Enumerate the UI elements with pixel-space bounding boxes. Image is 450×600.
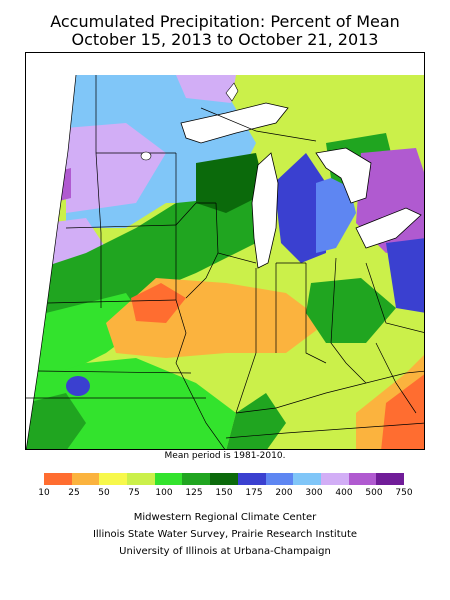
legend-tick-label: 300 (305, 488, 323, 498)
legend-swatch (376, 473, 404, 485)
legend-tick-labels: 10 25 50 75 100 125 150 175 200 300 400 500 750 (38, 488, 412, 500)
legend-tick-label: 750 (395, 488, 413, 498)
lake-erie (355, 207, 422, 249)
map-title-line-2: October 15, 2013 to October 21, 2013 (71, 30, 379, 49)
region-300-400-lake-superior (176, 75, 236, 103)
region-175-200-michigan (274, 153, 326, 263)
credit-line-3: University of Illinois at Urbana-Champai… (119, 546, 331, 557)
legend-swatch (320, 473, 349, 485)
region-150-175-wisconsin (196, 153, 266, 213)
legend-swatch (44, 473, 72, 485)
region-200-300-michigan (316, 173, 356, 253)
legend-tick-label: 400 (335, 488, 353, 498)
legend-tick-label: 200 (275, 488, 293, 498)
legend-swatch (210, 473, 238, 485)
legend-swatch (154, 473, 183, 485)
lake-huron (315, 147, 372, 204)
region-300-400-minnesota (66, 123, 166, 213)
region-10-25-iowa (131, 283, 186, 323)
legend-swatch (71, 473, 100, 485)
legend-swatch (293, 473, 321, 485)
legend-swatch (99, 473, 128, 485)
legend-tick-label: 125 (185, 488, 203, 498)
legend-tick-label: 100 (155, 488, 173, 498)
isle-royale (225, 82, 239, 102)
map-graphic (26, 74, 424, 449)
legend-color-bar (44, 473, 404, 485)
region-400-500-west (51, 168, 71, 203)
map-title-line-1: Accumulated Precipitation: Percent of Me… (50, 12, 400, 31)
legend-swatch (348, 473, 377, 485)
credit-line-2: Illinois State Water Survey, Prairie Res… (92, 529, 358, 540)
legend-swatch (127, 473, 155, 485)
region-125-150-kansas (26, 393, 86, 449)
legend-swatch (237, 473, 266, 485)
legend-tick-label: 500 (365, 488, 383, 498)
legend-swatch (182, 473, 211, 485)
state-borders (26, 74, 424, 449)
legend-tick-label: 25 (68, 488, 80, 498)
mean-period-note: Mean period is 1981-2010. (164, 451, 286, 461)
credit-line-1: Midwestern Regional Climate Center (133, 512, 317, 523)
small-lake (140, 151, 152, 161)
region-125-150-ohio (306, 278, 396, 343)
precipitation-map (25, 52, 425, 450)
legend-swatch (265, 473, 294, 485)
region-175-200-kansas (66, 376, 90, 396)
legend-tick-label: 75 (128, 488, 140, 498)
lake-superior (180, 102, 289, 144)
lake-michigan (251, 152, 279, 269)
region-10-25-southeast (381, 373, 424, 449)
legend-tick-label: 175 (245, 488, 263, 498)
legend-tick-label: 50 (98, 488, 110, 498)
legend-tick-label: 10 (38, 488, 50, 498)
region-175-200-ohio-east (386, 238, 424, 313)
precipitation-field (26, 75, 424, 449)
legend-tick-label: 150 (215, 488, 233, 498)
